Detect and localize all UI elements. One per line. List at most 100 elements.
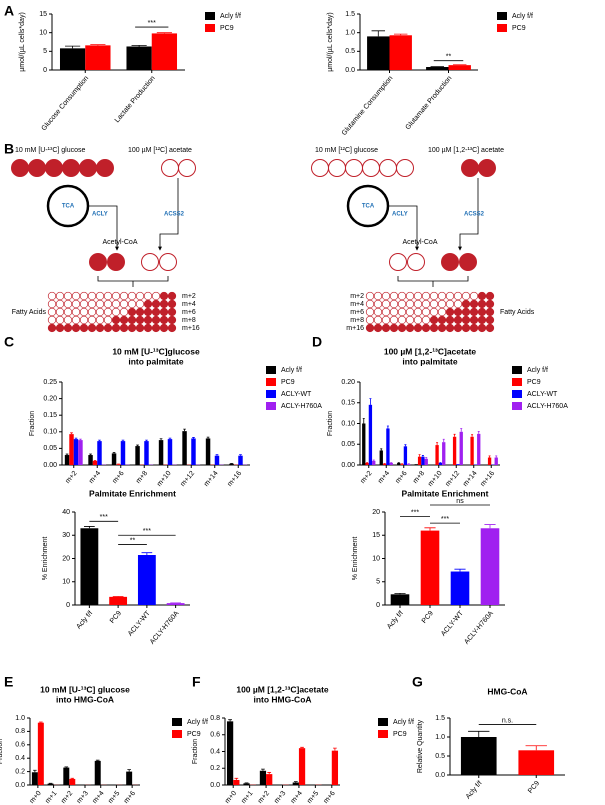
bar: [85, 45, 111, 70]
fatty-acid-carbon: [103, 307, 113, 317]
bar: [266, 774, 273, 785]
row-label: m+2: [350, 293, 364, 300]
fatty-acid-carbon: [143, 291, 153, 301]
fatty-acid-carbon: [413, 315, 423, 325]
error-bar: [442, 438, 445, 443]
tca-label: TCA: [362, 204, 375, 210]
x-tick-label: m+2: [359, 470, 373, 485]
fatty-acid-carbon: [143, 299, 153, 309]
x-tick-label: m+4: [290, 790, 304, 805]
fatty-acids-label: Fatty Acids: [500, 309, 535, 316]
significance-label: ***: [148, 20, 156, 27]
y-tick-label: 5: [43, 48, 47, 55]
fatty-acid-carbon: [445, 307, 455, 317]
fatty-acid-carbon: [71, 299, 81, 309]
fatty-acid-carbon: [143, 307, 153, 317]
fatty-acid-carbon: [87, 323, 97, 333]
bar: [166, 603, 185, 605]
fatty-acid-carbon: [79, 307, 89, 317]
acetyl-carbon: [407, 253, 425, 271]
legend-swatch: [266, 390, 276, 398]
error-bar: [65, 45, 81, 49]
x-tick-label: ACLY-WT: [127, 609, 152, 637]
error-bar: [33, 769, 37, 773]
chart-title: Palmitate Enrichment: [89, 488, 176, 498]
fatty-acid-carbon: [151, 299, 161, 309]
bar: [438, 462, 443, 465]
acetyl-coa-label: Acetyl-CoA: [402, 239, 437, 246]
error-bar: [371, 30, 386, 37]
acetyl-carbon: [459, 253, 477, 271]
x-tick-label: m+14: [203, 470, 220, 488]
fatty-acid-carbon: [429, 291, 439, 301]
legend-label: Acly f/f: [393, 719, 414, 726]
error-bar: [39, 721, 43, 723]
fatty-acid-carbon: [71, 291, 81, 301]
error-bar: [468, 730, 490, 737]
bar: [116, 464, 121, 465]
x-tick-label: m+3: [76, 790, 90, 805]
acly-arrow: [388, 205, 419, 251]
acetyl-carbon: [141, 253, 159, 271]
fatty-acid-carbon: [119, 315, 129, 325]
error-bar: [418, 454, 421, 457]
y-tick-label: 0.4: [210, 748, 220, 755]
bar: [191, 438, 196, 465]
fatty-acid-carbon: [135, 307, 145, 317]
bar: [367, 36, 390, 70]
error-bar: [84, 526, 95, 529]
x-tick-label: Glucose Consumption: [41, 75, 91, 132]
fatty-acid-carbon: [485, 307, 495, 317]
bar: [420, 530, 440, 605]
acetate-carbon: [178, 159, 196, 177]
bar: [518, 750, 555, 775]
fatty-acid-carbon: [453, 323, 463, 333]
fatty-acid-carbon: [135, 323, 145, 333]
significance-label: ns: [456, 498, 464, 505]
legend-label: Acly f/f: [512, 13, 533, 20]
error-bar: [64, 766, 69, 768]
fatty-acid-carbon: [365, 323, 375, 333]
bar: [292, 782, 299, 785]
acss2-label: ACSS2: [464, 212, 485, 218]
error-bar: [70, 432, 73, 435]
error-bar: [168, 437, 172, 440]
chart-title: Palmitate Enrichment: [402, 488, 489, 498]
fatty-acid-carbon: [429, 315, 439, 325]
bar: [182, 431, 187, 465]
fatty-acid-carbon: [119, 291, 129, 301]
error-bar: [90, 44, 106, 46]
bar: [259, 770, 267, 785]
error-bar: [394, 592, 406, 595]
fatty-acid-carbon: [389, 299, 399, 309]
y-tick-label: 1.0: [345, 30, 355, 37]
fatty-acid-carbon: [95, 291, 105, 301]
bar: [400, 464, 404, 465]
fatty-acid-carbon: [151, 315, 161, 325]
fatty-acid-carbon: [365, 315, 375, 325]
fatty-acid-carbon: [381, 315, 391, 325]
x-tick-label: m+6: [123, 790, 137, 805]
bar: [158, 440, 164, 465]
fatty-acid-carbon: [103, 315, 113, 325]
fatty-acid-carbon: [461, 291, 471, 301]
x-tick-label: m+2: [60, 790, 74, 805]
fatty-acid-carbon: [111, 291, 121, 301]
fatty-acid-carbon: [127, 315, 137, 325]
fatty-acid-carbon: [421, 323, 431, 333]
x-tick-label: m+2: [64, 470, 78, 485]
fatty-acid-carbon: [445, 291, 455, 301]
bar: [382, 463, 387, 465]
fatty-acid-carbon: [87, 291, 97, 301]
fatty-acid-carbon: [55, 291, 65, 301]
fatty-acid-carbon: [63, 299, 73, 309]
panel-label: G: [412, 674, 423, 690]
x-tick-label: ACLY-H760A: [149, 610, 181, 646]
error-bar: [488, 455, 491, 458]
fatty-acid-carbon: [79, 291, 89, 301]
y-axis-label: Fraction: [327, 411, 334, 436]
panel-label: D: [312, 334, 322, 350]
error-bar: [79, 438, 82, 441]
y-tick-label: 0.00: [43, 462, 57, 469]
bar: [69, 434, 74, 465]
